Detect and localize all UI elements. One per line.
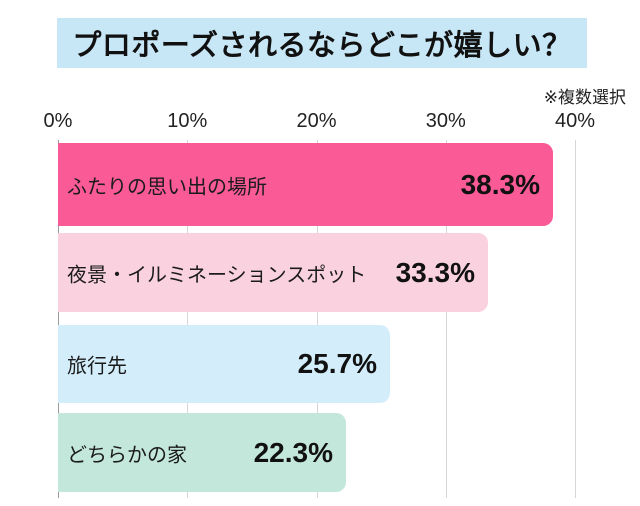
bar-value: 25.7%	[297, 348, 377, 379]
bar-label: どちらかの家	[67, 444, 187, 466]
x-tick-label: 40%	[554, 110, 596, 132]
bar-label: 旅行先	[67, 355, 127, 378]
bar-label: ふたりの思い出の場所	[67, 176, 267, 198]
bar: 旅行先 25.7%	[58, 325, 390, 403]
multiple-selection-note: ※複数選択	[543, 88, 626, 107]
bar: ふたりの思い出の場所 38.3%	[58, 143, 553, 226]
x-tick-label: 10%	[167, 110, 208, 132]
bar: どちらかの家 22.3%	[58, 413, 346, 492]
bar-value: 38.3%	[460, 168, 540, 200]
bar-value: 22.3%	[253, 436, 333, 468]
gridline	[316, 140, 318, 498]
gridline	[187, 140, 189, 498]
bar: 夜景・イルミネーションスポット 33.3%	[58, 233, 488, 312]
x-tick-label: 0%	[43, 110, 73, 132]
zero-gridline	[58, 140, 59, 498]
bar-value: 33.3%	[395, 256, 475, 288]
gridline	[445, 140, 447, 498]
gridline	[575, 140, 576, 498]
x-tick-label: 30%	[425, 110, 466, 132]
chart-title: プロポーズされるならどこが嬉しい？	[57, 18, 587, 68]
bar-label: 夜景・イルミネーションスポット	[67, 264, 367, 286]
x-tick-label: 20%	[296, 110, 337, 132]
